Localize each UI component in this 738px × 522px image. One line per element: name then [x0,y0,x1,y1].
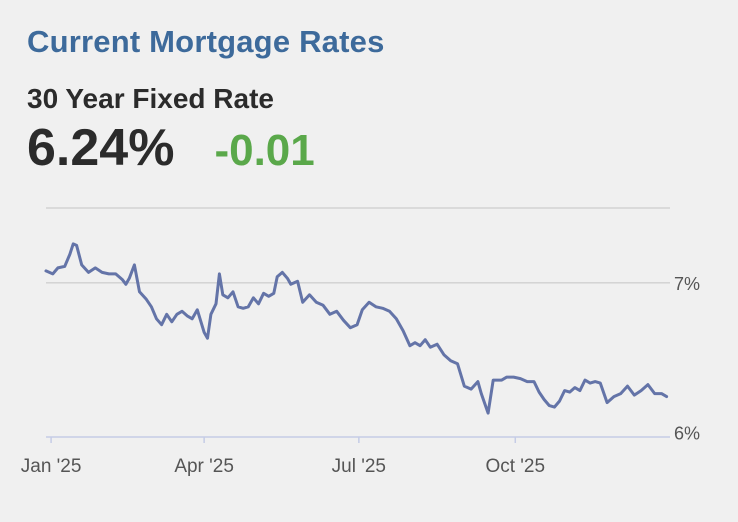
x-tick-label-2: Jul '25 [332,456,386,477]
series-line-0 [44,242,669,415]
grid-layer [46,207,670,284]
y-tick-label-0: 7% [674,274,700,294]
current-rate-value: 6.24% [27,119,175,177]
x-tick-label-1: Apr '25 [174,456,234,477]
rate-type-label: 30 Year Fixed Rate [27,83,274,114]
rate-row: 6.24% -0.01 [27,120,385,179]
rate-change-value: -0.01 [214,126,315,175]
page-title: Current Mortgage Rates [27,24,385,59]
label-layer: 7% 6% Jan '25 Apr '25 Jul '25 Oct '25 [21,274,700,477]
x-tick-label-3: Oct '25 [485,456,545,477]
x-axis [46,436,670,443]
series-layer [44,242,669,415]
x-tick-label-0: Jan '25 [21,456,82,477]
header: Current Mortgage Rates 30 Year Fixed Rat… [27,22,385,179]
y-tick-label-1: 6% [674,424,700,444]
